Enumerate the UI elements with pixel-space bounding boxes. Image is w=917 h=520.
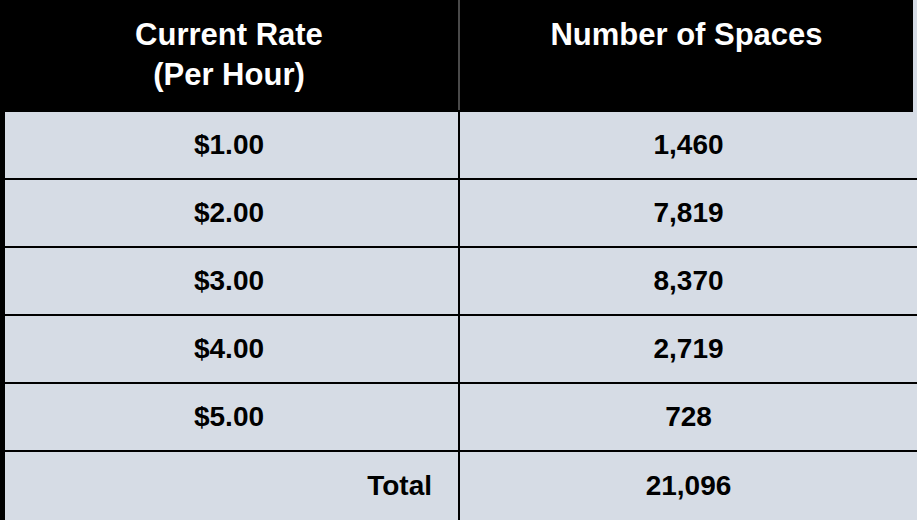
spaces-cell: 7,819	[460, 180, 917, 246]
table-row-rate-2: $2.00 7,819	[0, 180, 917, 248]
rate-cell: $2.00	[0, 180, 460, 246]
rate-cell: $4.00	[0, 316, 460, 382]
header-current-rate-line1: Current Rate	[0, 15, 458, 55]
table-row-rate-5: $5.00 728	[0, 384, 917, 452]
total-value-cell: 21,096	[460, 452, 917, 520]
parking-rates-table: Current Rate (Per Hour) Number of Spaces…	[0, 0, 917, 520]
total-label-cell: Total	[0, 452, 460, 520]
rate-cell: $3.00	[0, 248, 460, 314]
spaces-cell: 1,460	[460, 112, 917, 178]
spaces-cell: 8,370	[460, 248, 917, 314]
table-row-rate-1: $1.00 1,460	[0, 112, 917, 180]
table-row-total: Total 21,096	[0, 452, 917, 520]
spaces-cell: 2,719	[460, 316, 917, 382]
spaces-cell: 728	[460, 384, 917, 450]
table-row-rate-4: $4.00 2,719	[0, 316, 917, 384]
header-current-rate-line2: (Per Hour)	[0, 55, 458, 95]
table-left-border	[0, 0, 5, 520]
header-cell-current-rate: Current Rate (Per Hour)	[0, 0, 460, 110]
rate-cell: $1.00	[0, 112, 460, 178]
table-header-row: Current Rate (Per Hour) Number of Spaces	[0, 0, 913, 112]
rate-cell: $5.00	[0, 384, 460, 450]
header-cell-number-of-spaces: Number of Spaces	[460, 0, 913, 110]
header-number-of-spaces-label: Number of Spaces	[460, 15, 913, 55]
table-row-rate-3: $3.00 8,370	[0, 248, 917, 316]
